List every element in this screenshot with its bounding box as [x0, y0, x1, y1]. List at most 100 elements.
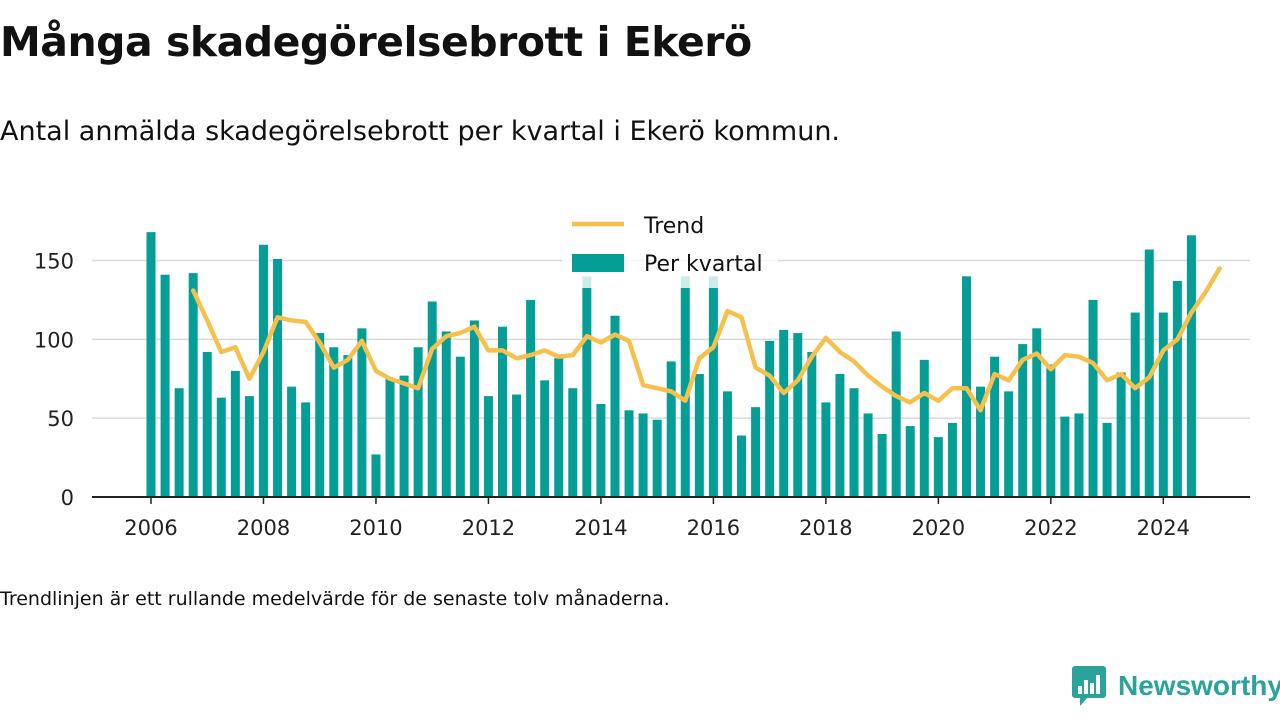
bar [624, 410, 634, 497]
bar [315, 333, 325, 497]
bar [343, 355, 353, 497]
bar [1032, 328, 1042, 497]
bar [821, 402, 831, 497]
bar [610, 315, 620, 497]
bar [765, 340, 775, 497]
bar [483, 396, 493, 497]
bar [582, 276, 592, 497]
bar-chart-icon [1072, 666, 1106, 706]
bar [1060, 416, 1070, 497]
axes: 0 50 100 150 2006 2008 2010 2012 2014 2016 2018 202… [34, 250, 1250, 540]
legend: Trend Per kvartal [562, 204, 778, 288]
bar [301, 402, 311, 497]
trend-line [190, 266, 1222, 413]
bar [1046, 364, 1056, 497]
bar [652, 419, 662, 497]
legend-bar-swatch [572, 254, 624, 272]
bar [287, 386, 297, 497]
y-tick-label: 50 [47, 407, 74, 431]
bar [1102, 422, 1112, 497]
bar [694, 374, 704, 497]
newsworthy-logo: Newsworthy [1072, 664, 1280, 708]
bar [680, 276, 690, 497]
bar [455, 356, 465, 497]
x-tick-label: 2006 [124, 516, 177, 540]
bar [1158, 312, 1168, 497]
bar [188, 273, 198, 497]
bar [737, 435, 747, 497]
chart-title: Många skadegörelsebrott i Ekerö [0, 18, 752, 66]
bar [708, 276, 718, 497]
bar [905, 426, 915, 497]
x-tick-label: 2008 [237, 516, 290, 540]
bar [849, 388, 859, 497]
bar [512, 394, 522, 497]
bar [1088, 299, 1098, 497]
bar [919, 359, 929, 497]
bar [441, 331, 451, 497]
chart-subtitle: Antal anmälda skadegörelsebrott per kvar… [0, 116, 841, 147]
bar [160, 274, 170, 497]
footnote: Trendlinjen är ett rullande medelvärde f… [0, 588, 670, 610]
legend-trend-label: Trend [643, 214, 704, 239]
bar [666, 361, 676, 497]
bar [1130, 312, 1140, 497]
bar [371, 454, 381, 497]
bar [1186, 235, 1196, 497]
bar-series [146, 232, 1196, 497]
x-tick-label: 2016 [687, 516, 740, 540]
bar [498, 326, 507, 497]
bar [1018, 344, 1028, 497]
bar [891, 331, 901, 497]
x-tick-label: 2022 [1024, 516, 1077, 540]
bar [947, 422, 957, 497]
bar [1004, 391, 1014, 497]
bar [399, 375, 409, 497]
x-tick-label: 2012 [462, 516, 515, 540]
bar [863, 413, 873, 497]
logo-text: Newsworthy [1118, 670, 1280, 701]
bar [1172, 281, 1182, 497]
bar [216, 397, 226, 497]
bar [413, 347, 423, 497]
bar [427, 301, 437, 497]
bar [596, 403, 606, 497]
bar [244, 396, 254, 497]
x-tick-label: 2024 [1137, 516, 1190, 540]
y-tick-label: 100 [34, 328, 74, 352]
bar [1074, 413, 1084, 497]
bar [273, 258, 283, 497]
x-tick-label: 2010 [349, 516, 402, 540]
bar [230, 370, 240, 497]
bar [146, 232, 156, 497]
bar [258, 244, 268, 497]
bar [329, 347, 339, 497]
bar [779, 329, 789, 497]
bar [540, 380, 550, 497]
bar [990, 356, 1000, 497]
y-tick-label: 150 [34, 250, 74, 274]
bar [526, 299, 536, 497]
bar [722, 391, 732, 497]
bar [1116, 372, 1126, 497]
bar [751, 407, 761, 497]
bar [793, 333, 803, 497]
bar [385, 378, 395, 497]
bar [174, 388, 184, 497]
bar [554, 358, 564, 497]
x-tick-label: 2018 [799, 516, 852, 540]
bar [469, 320, 479, 497]
bar [807, 351, 817, 497]
bar [638, 413, 648, 497]
x-tick-label: 2020 [912, 516, 965, 540]
bar [877, 433, 887, 497]
legend-background [562, 204, 778, 288]
y-tick-label: 0 [61, 486, 74, 510]
x-tick-label: 2014 [574, 516, 627, 540]
bar [568, 388, 578, 497]
trend-series [190, 266, 1222, 413]
bar [933, 437, 943, 497]
bar [357, 328, 367, 497]
bar [976, 386, 986, 497]
chart: 0 50 100 150 2006 2008 2010 2012 2014 2016 2018 202… [33, 204, 1250, 540]
